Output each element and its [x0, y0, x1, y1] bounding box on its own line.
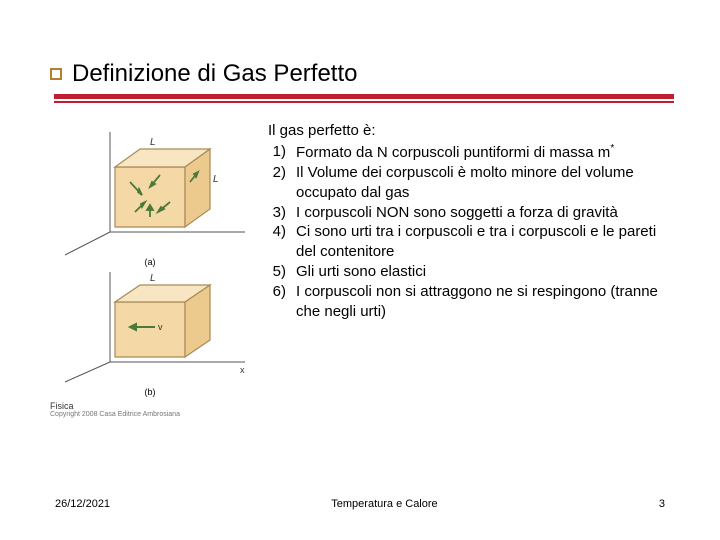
content-row: L L (a) x v L	[50, 121, 670, 418]
slide-title: Definizione di Gas Perfetto	[72, 60, 357, 88]
svg-text:x: x	[240, 365, 245, 375]
svg-text:v: v	[158, 322, 163, 332]
figure-caption: Fisica	[50, 401, 250, 411]
underline-thin	[54, 101, 674, 103]
slide: Definizione di Gas Perfetto	[0, 0, 720, 540]
list-text: I corpuscoli NON sono soggetti a forza d…	[296, 203, 670, 223]
svg-text:L: L	[150, 137, 156, 148]
list-number: 5)	[268, 262, 296, 282]
list-number: 1)	[268, 142, 296, 163]
intro-text: Il gas perfetto è:	[268, 121, 670, 141]
list-number: 4)	[268, 222, 296, 262]
footer-center: Temperatura e Calore	[331, 498, 437, 510]
list-text: Gli urti sono elastici	[296, 262, 670, 282]
list-item: 2) Il Volume dei corpuscoli è molto mino…	[268, 163, 670, 203]
list-text: Ci sono urti tra i corpuscoli e tra i co…	[296, 222, 670, 262]
list-item: 6) I corpuscoli non si attraggono ne si …	[268, 282, 670, 322]
list-number: 6)	[268, 282, 296, 322]
figure-sub-b: (b)	[50, 387, 250, 397]
list-text: Formato da N corpuscoli puntiformi di ma…	[296, 142, 670, 163]
text-column: Il gas perfetto è: 1) Formato da N corpu…	[268, 121, 670, 322]
list-item: 1) Formato da N corpuscoli puntiformi di…	[268, 142, 670, 163]
figure-sub-a: (a)	[50, 257, 250, 267]
footer-page: 3	[659, 498, 665, 510]
title-marker-icon	[50, 68, 62, 80]
list-number: 3)	[268, 203, 296, 223]
svg-text:L: L	[150, 273, 156, 284]
list-item: 3) I corpuscoli NON sono soggetti a forz…	[268, 203, 670, 223]
title-wrap: Definizione di Gas Perfetto	[50, 60, 670, 88]
gas-cube-figure-a: L L	[50, 127, 250, 257]
svg-text:L: L	[213, 174, 219, 185]
underline-thick	[54, 94, 674, 99]
list-number: 2)	[268, 163, 296, 203]
list-text: Il Volume dei corpuscoli è molto minore …	[296, 163, 670, 203]
footer: 26/12/2021 Temperatura e Calore 3	[0, 498, 720, 510]
gas-cube-figure-b: x v L	[50, 267, 250, 387]
figure-copyright: Copyright 2008 Casa Editrice Ambrosiana	[50, 411, 250, 418]
figure-column: L L (a) x v L	[50, 121, 250, 418]
footer-date: 26/12/2021	[55, 498, 110, 510]
list-item: 4) Ci sono urti tra i corpuscoli e tra i…	[268, 222, 670, 262]
list-text: I corpuscoli non si attraggono ne si res…	[296, 282, 670, 322]
title-underline	[54, 94, 670, 103]
list-item: 5) Gli urti sono elastici	[268, 262, 670, 282]
